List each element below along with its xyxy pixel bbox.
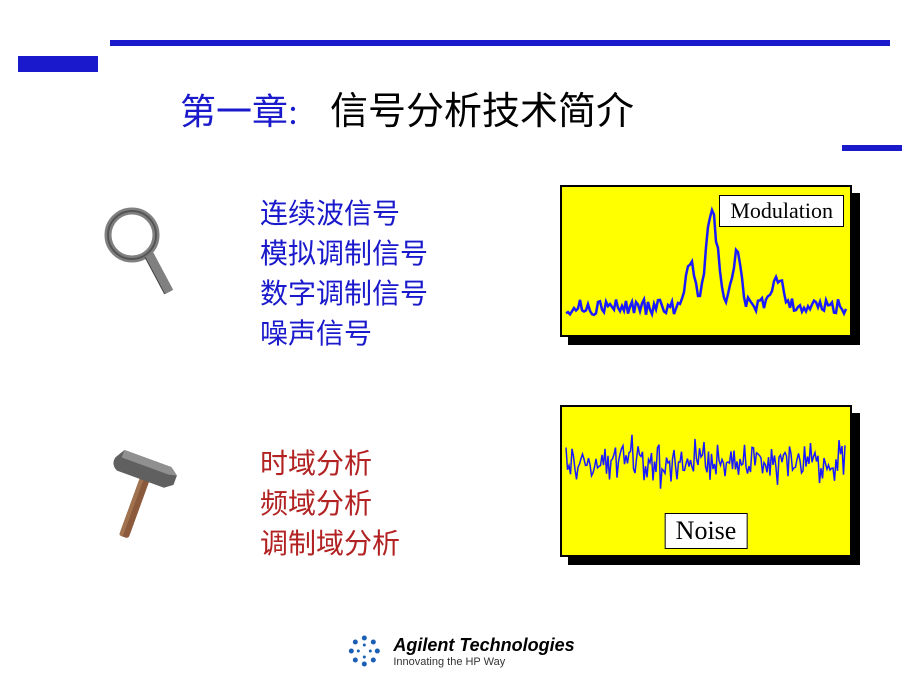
- chapter-title: 信号分析技术简介: [330, 91, 634, 133]
- list-item: 时域分析: [260, 445, 400, 485]
- logo-text: Agilent Technologies Innovating the HP W…: [393, 635, 574, 668]
- list-item: 噪声信号: [260, 315, 428, 355]
- modulation-chart: Modulation: [560, 185, 860, 345]
- top-divider: [110, 40, 890, 46]
- spark-icon: [345, 632, 383, 670]
- analysis-types-list: 时域分析 频域分析 调制域分析: [260, 445, 400, 565]
- noise-chart: Noise: [560, 405, 860, 565]
- list-item: 连续波信号: [260, 195, 428, 235]
- magnifier-icon: [100, 205, 180, 305]
- logo-tagline: Innovating the HP Way: [393, 656, 574, 668]
- list-item: 频域分析: [260, 485, 400, 525]
- agilent-logo: Agilent Technologies Innovating the HP W…: [345, 632, 574, 670]
- right-accent: [842, 145, 902, 151]
- list-item: 调制域分析: [260, 525, 400, 565]
- chapter-label: 第一章:: [180, 92, 298, 132]
- chart-face: Noise: [560, 405, 852, 557]
- signal-types-list: 连续波信号 模拟调制信号 数字调制信号 噪声信号: [260, 195, 428, 355]
- list-item: 数字调制信号: [260, 275, 428, 315]
- list-item: 模拟调制信号: [260, 235, 428, 275]
- slide-title: 第一章: 信号分析技术简介: [180, 80, 800, 135]
- noise-label: Noise: [665, 513, 748, 549]
- accent-block: [18, 56, 98, 72]
- logo-name: Agilent Technologies: [393, 635, 574, 656]
- hammer-icon: [90, 440, 190, 550]
- chart-face: Modulation: [560, 185, 852, 337]
- modulation-label: Modulation: [719, 195, 844, 227]
